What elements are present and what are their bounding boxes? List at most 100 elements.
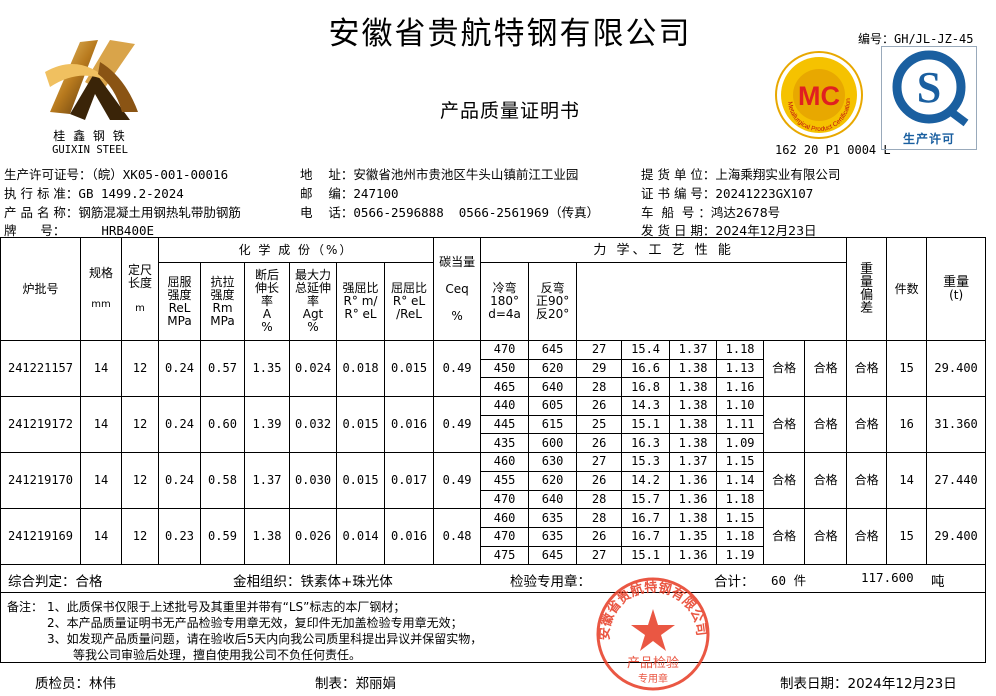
pieces-cell: 15 (886, 339, 928, 398)
chem-v-cell: 0.016 (383, 508, 435, 566)
remarks-label: 备注： (7, 600, 44, 614)
seal-label: 检验专用章： (510, 574, 591, 590)
red-seal-icon: 安徽省贵航特钢有限公司 产品检验 专用章 (596, 577, 710, 691)
header-spec: 规格 mm (80, 237, 122, 341)
header-spec-label: 规格 (88, 266, 113, 280)
chem-mn-cell: 1.38 (244, 508, 290, 566)
strength-ratio-cell: 1.38 (669, 414, 718, 435)
svg-text:MC: MC (798, 81, 840, 111)
cold-bend-cell: 合格 (763, 396, 806, 454)
reverse-bend-cell: 合格 (804, 508, 848, 566)
vehicle-value: 鸿达2678号 (710, 205, 781, 220)
strength-ratio-cell: 1.35 (669, 526, 718, 547)
agt-cell: 15.7 (621, 489, 671, 510)
table-subrow: 470 635 26 16.7 1.35 1.18 (1, 526, 986, 547)
pieces-cell: 16 (886, 396, 928, 454)
chem-v-cell: 0.016 (383, 396, 435, 454)
elongation-cell: 25 (576, 414, 623, 435)
header-length-unit: m (135, 302, 145, 314)
ceq-cell: 0.49 (433, 396, 482, 454)
header-ceq-unit: % (451, 308, 463, 323)
chem-c-cell: 0.24 (158, 452, 201, 510)
grade-value: HRB400E (101, 223, 155, 238)
yield-ratio-cell: 1.18 (716, 526, 765, 547)
rm-cell: 605 (528, 396, 578, 416)
weight-cell: 29.400 (926, 339, 987, 398)
header-ratio1-sym: R° m/ R° eL (343, 294, 378, 321)
logo-cn-text: 桂 鑫 钢 铁 (53, 129, 127, 143)
elongation-cell: 28 (576, 489, 623, 510)
company-name: 安徽省贵航特钢有限公司 (328, 16, 692, 52)
metallographic-structure: 金相组织：铁素体+珠光体 (233, 574, 393, 590)
batch-number: 241219169 (0, 508, 81, 566)
batch-number: 241221157 (0, 339, 81, 398)
stamp-line1: 产品检验 (627, 655, 679, 671)
address-label: 地 址： (300, 167, 354, 182)
header-weight: 重量 (t) (926, 237, 987, 341)
chem-s-cell: 0.018 (336, 339, 385, 398)
guixin-logo-icon (45, 40, 138, 120)
chem-si-cell: 0.58 (200, 452, 245, 510)
standard-label: 执 行 标 准： (4, 186, 79, 201)
chem-s-cell: 0.014 (336, 508, 385, 566)
license-field: 生产许可证号：（皖）XK05-001-00016 (4, 164, 228, 183)
header-ratio2-sym: R° eL /ReL (392, 294, 426, 321)
elongation-cell: 26 (576, 396, 623, 416)
yield-ratio-cell: 1.10 (716, 396, 765, 416)
table-subrow: 445 615 25 15.1 1.38 1.11 (1, 414, 986, 435)
license-value: （皖）XK05-001-00016 (91, 167, 229, 182)
length-cell: 12 (121, 339, 159, 398)
yield-ratio-cell: 1.09 (716, 433, 765, 454)
header-chem: 化 学 成 份（%） (157, 237, 435, 263)
rel-cell: 475 (480, 545, 530, 566)
license-label: 生产许可证号： (4, 167, 92, 182)
qs-production-license-logo: S 生产许可 (881, 46, 977, 150)
weight-cell: 31.360 (926, 396, 987, 454)
chem-p-cell: 0.032 (289, 396, 337, 454)
chem-c-cell: 0.23 (158, 508, 201, 566)
remark-line: 等我公司审验后处理，擅自使用我公司不负任何责任。 (73, 648, 362, 662)
chem-s-cell: 0.015 (336, 452, 385, 510)
qs-caption: 生产许可 (902, 132, 955, 146)
header-cold-sub: 180° d=4a (488, 294, 521, 321)
chem-si-cell: 0.60 (200, 396, 245, 454)
cold-bend-cell: 合格 (763, 339, 806, 398)
address-field: 地 址：安徽省池州市贵池区牛头山镇前江工业园 (300, 164, 578, 183)
strength-ratio-cell: 1.38 (669, 508, 718, 528)
spec-cell: 14 (80, 339, 122, 398)
header-ceq-label: 碳当量 (439, 254, 476, 269)
header-weight-label: 重量 (943, 275, 970, 290)
header-rel-label: 屈服强度 (167, 274, 192, 302)
weight-unit: 吨 (931, 574, 945, 590)
mc-number: 162 20 P1 0004 L (775, 143, 891, 157)
table-row: 241219172 14 12 0.24 0.60 1.39 0.032 0.015 0.016… (0, 396, 987, 454)
rel-cell: 470 (480, 526, 530, 547)
ship-date-value: 2024年12月23日 (715, 223, 817, 238)
yield-ratio-cell: 1.18 (716, 489, 765, 510)
chem-s-cell: 0.015 (336, 396, 385, 454)
strength-ratio-cell: 1.38 (669, 358, 718, 379)
header-agt-sym: Agt (302, 307, 324, 321)
quality-table: 炉批号 规格 mm 定尺长度 m 化 学 成 份（%） 碳当量 Ceq% 力 学、工 … (0, 237, 987, 566)
header-ratio2: 屈屈比 R° eL /ReL (383, 262, 435, 341)
phone-value: 0566-2596888 0566-2561969（传真） (353, 205, 600, 220)
ceq-cell: 0.49 (433, 452, 482, 510)
cert-no-label: 证 书 编 号： (641, 186, 716, 201)
elongation-cell: 27 (576, 452, 623, 472)
qs-s-icon: S (892, 50, 969, 127)
elongation-cell: 28 (576, 508, 623, 528)
header-weight-dev: 重量偏差 (846, 237, 888, 341)
agt-cell: 15.1 (621, 414, 671, 435)
elongation-cell: 27 (576, 545, 623, 566)
agt-cell: 16.7 (621, 526, 671, 547)
header-a-unit: % (261, 320, 273, 334)
weight-dev-cell: 合格 (846, 396, 888, 454)
header-ratio1: 强屈比 R° m/ R° eL (336, 262, 385, 341)
weight-dev-cell: 合格 (846, 452, 888, 510)
pieces-cell: 14 (886, 452, 928, 510)
chem-c-cell: 0.24 (158, 396, 201, 454)
chem-si-cell: 0.57 (200, 339, 245, 398)
chem-p-cell: 0.030 (289, 452, 337, 510)
remark-line: 1、此质保书仅限于上述批号及其重里并带有“LS”标志的本厂钢材； (47, 600, 406, 614)
header-rel: 屈服强度 ReL MPa (158, 262, 201, 341)
